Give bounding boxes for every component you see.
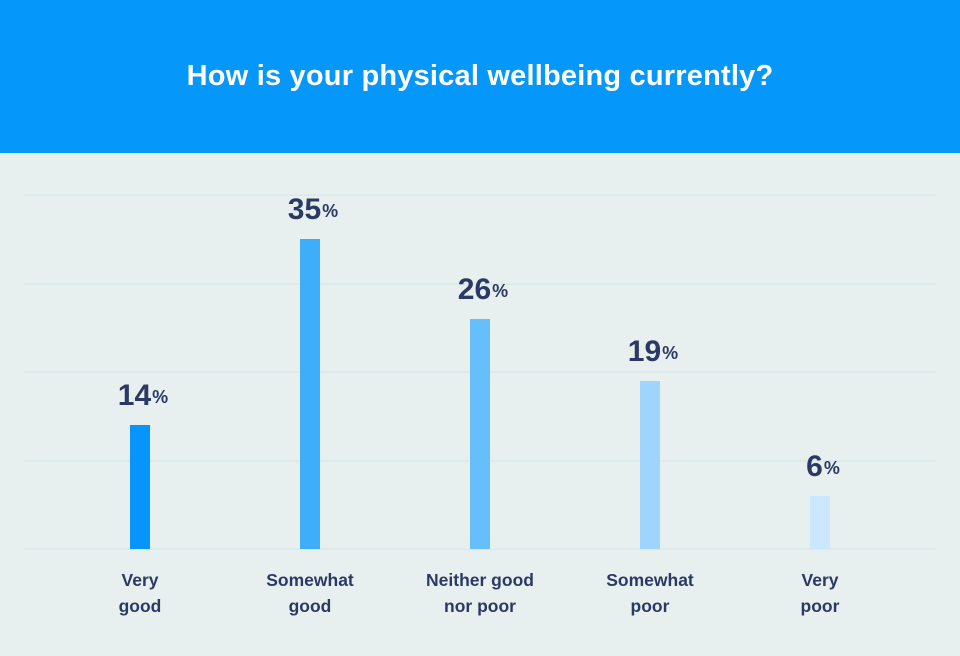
- bar-somewhat-poor: [640, 381, 660, 549]
- category-label-line: Very: [121, 570, 159, 590]
- category-label-somewhat-poor: Somewhat poor: [565, 567, 735, 619]
- category-label-line: nor poor: [444, 596, 516, 616]
- gridline-30-pct: [24, 282, 936, 285]
- value-label-very-poor: 6%: [806, 452, 840, 487]
- bar-very-poor: [810, 496, 830, 549]
- category-label-neither-good-nor-poor: Neither good nor poor: [395, 567, 565, 619]
- value-number: 26: [457, 273, 492, 306]
- category-label-very-poor: Very poor: [735, 567, 905, 619]
- category-label-line: good: [288, 596, 332, 616]
- gridline-40-pct: [24, 194, 936, 196]
- category-label-very-good: Very good: [55, 567, 225, 619]
- category-label-somewhat-good: Somewhat good: [225, 567, 395, 619]
- category-label-line: Somewhat: [606, 570, 694, 590]
- value-label-very-good: 14%: [118, 381, 168, 416]
- category-label-line: poor: [800, 596, 840, 616]
- value-label-somewhat-poor: 19%: [628, 337, 678, 372]
- chart-title: How is your physical wellbeing currently…: [186, 60, 774, 92]
- value-percent-sign: %: [823, 458, 840, 478]
- value-number: 14: [117, 379, 152, 412]
- value-percent-sign: %: [322, 201, 339, 221]
- value-label-somewhat-good: 35%: [288, 195, 338, 230]
- bar-neither-good-nor-poor: [470, 319, 490, 549]
- value-number: 35: [287, 193, 322, 226]
- category-label-line: Very: [801, 570, 839, 590]
- value-percent-sign: %: [662, 343, 679, 363]
- value-label-neither-good-nor-poor: 26%: [458, 275, 508, 310]
- value-number: 6: [806, 450, 823, 483]
- value-number: 19: [627, 335, 662, 368]
- chart-header: How is your physical wellbeing currently…: [0, 0, 960, 153]
- category-label-line: poor: [630, 596, 670, 616]
- category-label-line: Neither good: [426, 570, 534, 590]
- category-label-line: Somewhat: [266, 570, 354, 590]
- value-percent-sign: %: [152, 387, 169, 407]
- bar-very-good: [130, 425, 150, 549]
- gridline-0-pct: [24, 548, 936, 550]
- category-label-line: good: [118, 596, 162, 616]
- bar-chart: 14% Very good 35% Somewhat good 26% Neither goo…: [0, 153, 960, 656]
- bar-somewhat-good: [300, 239, 320, 549]
- value-percent-sign: %: [492, 281, 509, 301]
